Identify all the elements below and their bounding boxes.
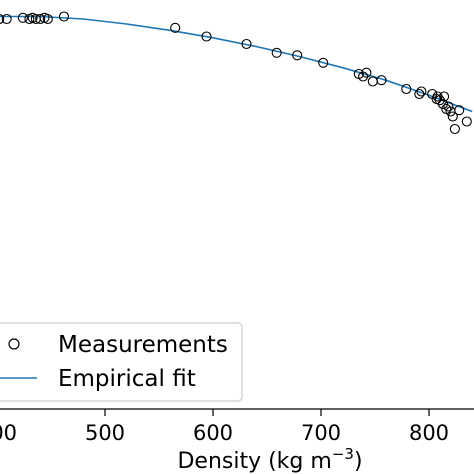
plot-area bbox=[0, 11, 473, 135]
x-tick-label: 800 bbox=[409, 421, 449, 445]
measurement-point bbox=[414, 88, 425, 100]
legend-label-fit: Empirical fit bbox=[58, 366, 196, 392]
legend-marker-measurements bbox=[8, 338, 20, 350]
measurement-point bbox=[454, 105, 465, 116]
measurement-point bbox=[42, 13, 53, 25]
x-tick-label: 600 bbox=[193, 421, 233, 445]
measurement-point bbox=[437, 98, 449, 110]
measurement-point bbox=[401, 83, 412, 95]
x-tick-label: 700 bbox=[301, 421, 341, 445]
measurement-point bbox=[318, 57, 329, 68]
measurement-point bbox=[271, 47, 282, 58]
measurement-point bbox=[358, 71, 369, 82]
measurement-point bbox=[461, 116, 472, 127]
measurement-point bbox=[241, 38, 252, 50]
x-tick-label: 500 bbox=[85, 421, 125, 445]
legend-label-measurements: Measurements bbox=[58, 332, 228, 358]
legend-box bbox=[0, 322, 243, 402]
measurement-point bbox=[58, 11, 70, 22]
x-axis-title-superscript: −3 bbox=[332, 445, 354, 463]
x-tick-label: 400 bbox=[0, 421, 17, 445]
measurement-point bbox=[367, 76, 378, 87]
measurement-point bbox=[1, 13, 12, 25]
fit-line bbox=[0, 15, 473, 113]
measurement-point bbox=[35, 13, 46, 25]
x-axis-title: Density (kg m−3) bbox=[177, 445, 362, 474]
measurement-point bbox=[443, 101, 454, 112]
measurement-point bbox=[201, 31, 212, 42]
measurement-points bbox=[0, 11, 472, 135]
measurement-point bbox=[0, 14, 5, 24]
measurement-point bbox=[17, 12, 28, 23]
measurement-point bbox=[416, 86, 427, 97]
measurement-point bbox=[292, 50, 303, 61]
legend: Measurements Empirical fit bbox=[0, 322, 243, 402]
measurement-point bbox=[447, 111, 458, 122]
measurement-point bbox=[439, 91, 450, 102]
measurement-point bbox=[449, 123, 460, 135]
measurement-point bbox=[170, 22, 181, 33]
measurement-point bbox=[376, 75, 387, 86]
measurement-point bbox=[361, 67, 372, 78]
x-ticks: 400 500 600 700 800 bbox=[0, 409, 449, 445]
